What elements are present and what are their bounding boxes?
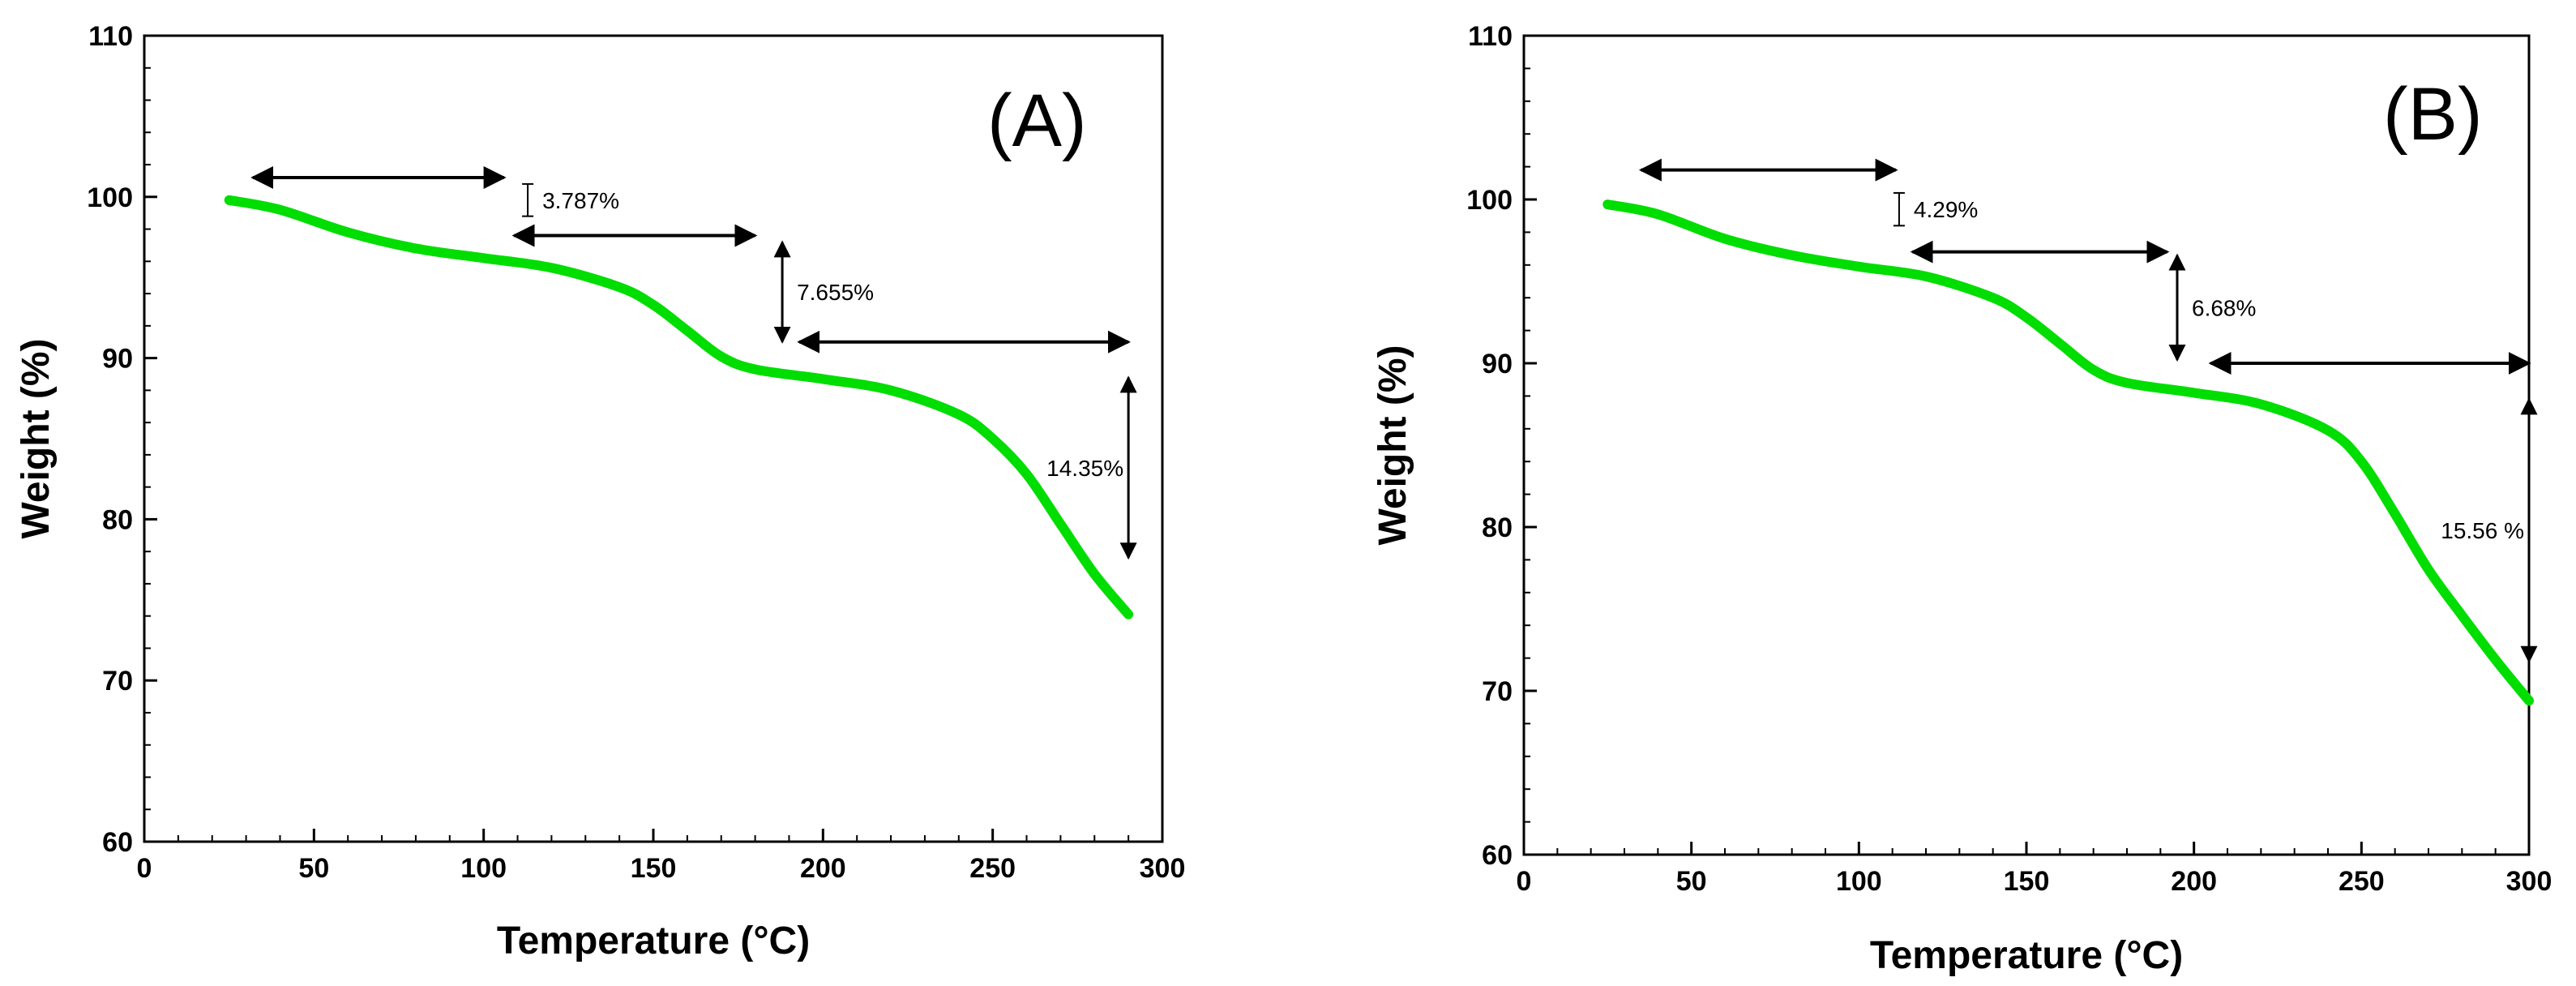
x-tick-label: 150 [2004,866,2050,897]
weight-loss-label: 14.35% [1046,456,1123,481]
y-tick-label: 110 [1468,21,1513,52]
y-tick-label: 70 [102,666,133,697]
panel-label: (A) [987,79,1087,162]
y-tick-label: 70 [1482,676,1513,707]
y-tick-label: 100 [1466,185,1513,216]
weight-loss-label: 15.56 % [2441,518,2524,543]
y-tick-label: 110 [88,21,133,52]
curve-layer [224,195,1134,619]
x-tick-label: 150 [631,853,677,884]
x-tick-label: 0 [1517,866,1532,897]
x-axis-ticks: 0 50 100 150 200 250 300 [1517,842,2552,897]
y-axis-title: Weight (%) [1371,345,1414,545]
weight-loss-label: 7.655% [797,280,874,305]
x-tick-label: 100 [460,853,507,884]
curve-layer [1603,199,2534,706]
y-tick-label: 90 [102,344,133,375]
x-tick-label: 300 [2506,866,2552,897]
y-tick-label: 80 [1482,512,1513,543]
x-tick-label: 50 [298,853,329,884]
chart-panel-b: 0 50 100 150 200 250 300 60 70 80 90 100 110 4.29% 6… [1371,21,2552,977]
x-tick-label: 100 [1836,866,1882,897]
x-axis-title: Temperature (°C) [497,920,810,962]
y-axis-ticks: 60 70 80 90 100 110 [87,21,157,858]
y-tick-label: 90 [1482,349,1513,379]
annotation-layer: 3.787% 7.655% 14.35% [250,165,1137,560]
weight-loss-label: 4.29% [1914,197,1978,222]
weight-loss-curve [1603,199,2534,706]
y-tick-label: 100 [87,182,133,213]
chart-panel-a: 0 50 100 150 200 250 300 60 70 80 90 100 110 3.787%… [15,21,1185,962]
x-tick-label: 200 [2171,866,2217,897]
y-axis-title: Weight (%) [15,338,58,538]
x-tick-label: 250 [2339,866,2385,897]
plot-frame [1522,34,2531,856]
x-tick-label: 0 [137,853,152,884]
x-tick-label: 300 [1140,853,1186,884]
annotation-layer: 4.29% 6.68% 15.56 % [1638,158,2538,663]
weight-loss-curve [224,195,1134,619]
x-axis-title: Temperature (°C) [1870,934,2183,977]
x-axis-ticks: 0 50 100 150 200 250 300 [137,829,1186,884]
y-tick-label: 60 [102,827,133,858]
weight-loss-label: 3.787% [542,188,619,213]
y-axis-ticks: 60 70 80 90 100 110 [1466,21,1537,871]
y-tick-label: 80 [102,504,133,535]
weight-loss-label: 6.68% [2192,295,2256,320]
x-tick-label: 200 [800,853,846,884]
x-tick-label: 250 [969,853,1016,884]
x-tick-label: 50 [1676,866,1707,897]
y-tick-label: 60 [1482,840,1513,871]
panel-label: (B) [2383,73,2483,156]
